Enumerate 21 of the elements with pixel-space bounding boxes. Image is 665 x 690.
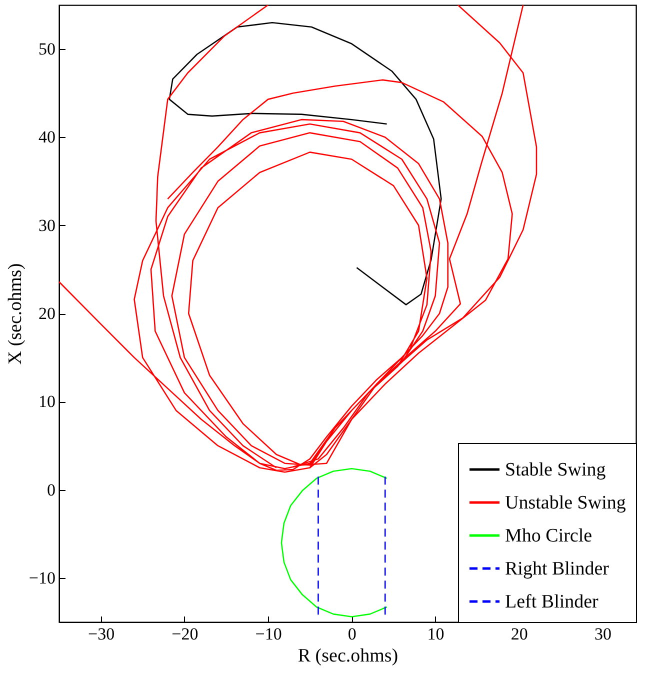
- x-tick-label: −30: [88, 624, 115, 644]
- y-tick-label: 30: [38, 216, 56, 235]
- y-axis-title: X (sec.ohms): [4, 263, 26, 365]
- y-tick-label: 0: [47, 480, 56, 500]
- legend-label: Right Blinder: [505, 558, 610, 580]
- x-tick-label: 0: [348, 624, 356, 644]
- y-tick-label: −10: [28, 568, 56, 588]
- y-tick-label: 50: [38, 40, 56, 59]
- x-axis-title: R (sec.ohms): [298, 646, 398, 666]
- x-tick-label: −10: [255, 624, 282, 644]
- x-tick-label: 20: [510, 624, 528, 644]
- x-tick-label: 10: [427, 624, 444, 644]
- legend-label: Mho Circle: [505, 526, 592, 546]
- legend-label: Left Blinder: [505, 592, 600, 612]
- legend-label: Stable Swing: [505, 460, 606, 480]
- y-tick-label: 20: [38, 304, 56, 323]
- x-tick-label: −20: [172, 624, 198, 644]
- x-tick-label: 30: [594, 624, 612, 644]
- legend-label: Unstable Swing: [505, 492, 626, 514]
- y-tick-label: 10: [38, 392, 56, 412]
- y-tick-label: 40: [38, 128, 56, 147]
